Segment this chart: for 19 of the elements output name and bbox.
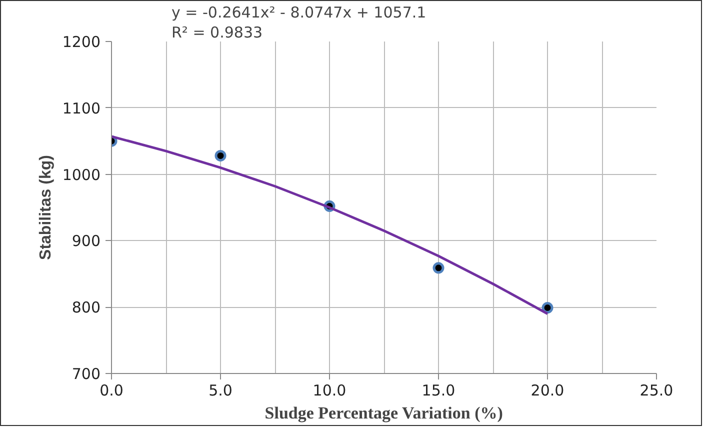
x-tick-label: 20.0 <box>530 382 564 400</box>
y-tick-label: 1200 <box>62 33 101 51</box>
y-tick-label: 700 <box>72 365 101 383</box>
x-tick-label: 0.0 <box>100 382 124 400</box>
y-tick-label: 1100 <box>62 99 101 118</box>
y-tick-label: 1000 <box>62 166 101 184</box>
y-tick-label: 900 <box>72 232 101 250</box>
point <box>432 262 444 274</box>
text: y = -0.2641x² - 8.0747x + 1057.1 <box>172 4 426 22</box>
x-tick-label: 15.0 <box>422 382 456 400</box>
point <box>542 302 554 314</box>
point <box>214 150 226 162</box>
x-axis-title: Sludge Percentage Variation (%) <box>264 404 503 422</box>
x-tick-label: 10.0 <box>312 382 346 400</box>
y-axis-title: Stabilitas (kg) <box>37 155 54 260</box>
y-tick-label: 800 <box>72 298 101 317</box>
x-tick-label: 25.0 <box>640 382 674 400</box>
x-tick-label: 5.0 <box>208 382 232 400</box>
annotation: R² = 0.9833 <box>172 24 263 42</box>
